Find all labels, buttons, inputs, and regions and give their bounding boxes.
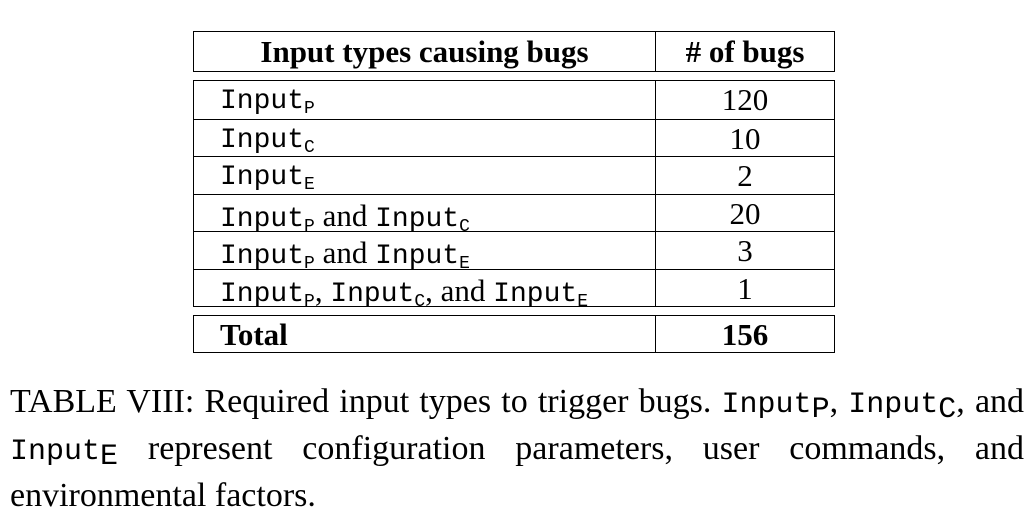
row-bug-count: 20 — [729, 195, 761, 231]
row-input-types: InputE — [220, 160, 315, 196]
input-subscript: C — [304, 137, 315, 158]
row-bug-count: 120 — [721, 82, 769, 117]
table-row: InputP and InputC 20 — [194, 193, 834, 237]
column-divider — [655, 316, 656, 352]
total-count: 156 — [721, 317, 769, 352]
input-subscript: P — [304, 216, 315, 237]
row-bug-count: 1 — [737, 271, 753, 306]
caption-input-word: Input — [721, 388, 812, 422]
table-row: InputE 2 — [194, 156, 834, 194]
caption-sub-p: P — [811, 393, 830, 427]
row-input-types: InputC — [220, 123, 315, 158]
table-row: InputP 120 — [194, 81, 834, 119]
connector-text: , and — [425, 273, 494, 308]
input-subscript: C — [459, 216, 470, 237]
table-row: InputP, InputC, and InputE 1 — [194, 269, 834, 312]
input-subscript: E — [459, 254, 470, 275]
caption-sep1: , — [829, 383, 839, 420]
caption-input-word: Input — [848, 388, 939, 422]
caption-sub-c: C — [938, 393, 957, 427]
input-subscript: C — [414, 292, 426, 312]
input-subscript: E — [577, 292, 588, 312]
row-input-types: InputP, InputC, and InputE — [220, 273, 588, 312]
table-body: InputP 120 InputC 10 InputE 2 InputP and Input… — [193, 80, 835, 312]
input-word: Input — [220, 203, 305, 235]
input-word: Input — [375, 241, 460, 273]
connector-text: , — [314, 273, 331, 308]
input-subscript: E — [304, 175, 315, 196]
connector-text: and — [314, 197, 376, 233]
table-caption: TABLE VIII: Required input types to trig… — [10, 380, 1024, 518]
input-word: Input — [220, 124, 305, 156]
table-row: InputP and InputE 3 — [194, 231, 834, 275]
connector-text: and — [314, 235, 376, 271]
table-header: Input types causing bugs # of bugs — [193, 31, 835, 72]
column-divider — [655, 32, 656, 71]
input-word: Input — [220, 241, 305, 273]
caption-prefix: TABLE VIII: Required input types to trig… — [10, 383, 712, 420]
total-label: Total — [220, 317, 288, 352]
input-subscript: P — [304, 292, 315, 312]
caption-suffix: represent configuration parameters, user… — [10, 430, 1025, 514]
row-input-types: InputP and InputC — [220, 197, 470, 237]
caption-sub-e: E — [100, 440, 119, 474]
row-bug-count: 2 — [737, 158, 753, 194]
input-word: Input — [330, 279, 415, 310]
row-input-types: InputP — [220, 84, 315, 119]
row-bug-count: 3 — [737, 233, 753, 269]
table-total-row: Total 156 — [193, 315, 835, 353]
input-word: Input — [220, 86, 305, 117]
header-bug-count: # of bugs — [685, 34, 805, 69]
caption-input-word: Input — [10, 435, 101, 469]
row-input-types: InputP and InputE — [220, 235, 470, 275]
row-bug-count: 10 — [729, 120, 761, 156]
input-word: Input — [220, 162, 305, 194]
input-subscript: P — [304, 99, 315, 119]
table-row: InputC 10 — [194, 118, 834, 158]
caption-sep2: , and — [956, 383, 1025, 420]
input-word: Input — [220, 279, 305, 310]
input-word: Input — [375, 203, 460, 235]
column-divider — [655, 81, 656, 306]
input-subscript: P — [304, 254, 315, 275]
header-input-types: Input types causing bugs — [260, 34, 589, 69]
input-word: Input — [493, 279, 578, 310]
